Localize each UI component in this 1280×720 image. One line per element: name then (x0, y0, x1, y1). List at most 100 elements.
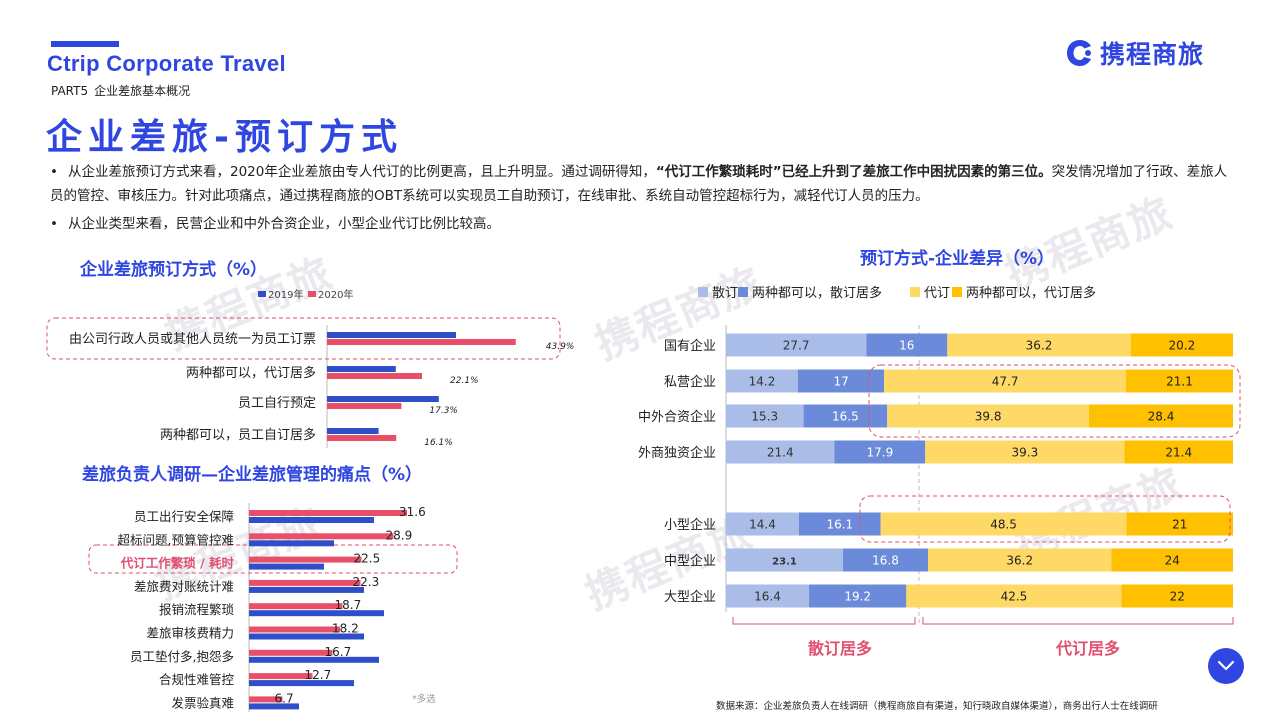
legend-swatch-2019 (258, 291, 266, 297)
bar-2019 (249, 517, 374, 523)
data-label: 18.2 (332, 622, 359, 636)
bar-2019 (249, 540, 334, 547)
data-label: 43.9% (546, 342, 575, 352)
part-number: PART5 (51, 84, 89, 98)
part-label: PART5 企业差旅基本概况 (51, 82, 190, 99)
data-source: 数据来源：企业差旅负责人在线调研（携程商旅自有渠道，知行晓政自媒体渠道），商务出… (716, 701, 1158, 712)
data-label: 16.7 (325, 645, 352, 659)
stack-segment (925, 440, 1125, 464)
category-label: 代订工作繁琐 / 耗时 (120, 556, 235, 571)
segment-label: 21.1 (1166, 375, 1193, 389)
segment-label: 21.4 (767, 446, 794, 460)
bar-2019 (249, 633, 364, 640)
data-label: 22.3 (353, 575, 380, 589)
category-label: 国有企业 (664, 338, 716, 354)
bar-2020 (249, 603, 343, 610)
multi-select-note: *多选 (412, 694, 436, 705)
bar-2019 (327, 428, 379, 434)
legend-swatch (910, 287, 920, 297)
bullet-1-text-b: 突发情况增加了行政、差旅人员的管控、审核压力。针对此项痛点，通过携程商旅的OBT… (50, 164, 1228, 204)
category-label: 由公司行政人员或其他人员统一为员工订票 (69, 332, 316, 347)
legend-label: 散订 (712, 286, 738, 301)
bar-2020 (249, 626, 340, 633)
bracket-daiding (922, 617, 1234, 625)
bullet-1-text-a: 从企业差旅预订方式来看，2020年企业差旅由专人代订的比例更高，且上升明显。通过… (68, 164, 656, 180)
data-label: 22.1% (450, 376, 479, 386)
bar-2020 (249, 649, 333, 656)
chart1-title: 企业差旅预订方式（%） (80, 260, 268, 280)
segment-label: 16.8 (872, 554, 899, 568)
segment-label: 36.2 (1006, 554, 1033, 568)
category-label: 超标问题,预算管控难 (118, 532, 234, 547)
segment-label: 36.2 (1026, 339, 1053, 353)
category-label: 中外合资企业 (638, 409, 716, 425)
chart2-title: 差旅负责人调研—企业差旅管理的痛点（%） (82, 465, 423, 485)
segment-label: 14.4 (749, 518, 776, 532)
category-label: 员工出行安全保障 (134, 509, 234, 524)
segment-label: 22 (1170, 590, 1185, 604)
bar-2020 (249, 510, 407, 516)
data-label: 18.7 (335, 598, 362, 612)
stack-segment (906, 584, 1122, 608)
legend-label-2019: 2019年 (268, 288, 303, 301)
bullet-1-text-bold: “代订工作繁琐耗时”已经上升到了差旅工作中困扰因素的第三位。 (655, 164, 1052, 180)
data-label: 12.7 (305, 668, 332, 682)
stack-segment (880, 512, 1127, 536)
dolphin-logo-icon (1067, 40, 1091, 66)
data-label: 31.6 (399, 505, 426, 519)
bar-2020 (249, 673, 313, 680)
category-label: 差旅费对账统计难 (134, 579, 234, 594)
stack-segment (726, 333, 867, 357)
segment-label: 14.2 (749, 375, 776, 389)
category-label: 差旅审核费精力 (146, 626, 234, 641)
segment-label: 16.5 (832, 410, 859, 424)
stack-segment (843, 548, 929, 572)
category-label: 报销流程繁琐 (159, 602, 235, 617)
bar-2019 (327, 366, 396, 372)
data-label: 17.3% (429, 406, 458, 416)
data-label: 6.7 (275, 691, 294, 705)
legend-swatch-2020 (308, 291, 316, 297)
category-label: 中型企业 (664, 553, 716, 569)
category-label: 员工垫付多,抱怨多 (130, 649, 234, 664)
segment-label: 19.2 (844, 590, 871, 604)
highlight-box (46, 317, 561, 360)
stack-segment (726, 584, 810, 608)
pain-points-chart: 员工出行安全保障 31.6 超标问题,预算管控难 28.9 代订工作繁琐 / 耗时 22.… (88, 503, 458, 712)
legend-swatch (698, 287, 708, 297)
segment-label: 48.5 (990, 518, 1017, 532)
legend-label-2020: 2020年 (318, 288, 353, 301)
stack-segment (726, 512, 800, 536)
segment-label: 39.8 (975, 410, 1002, 424)
data-label: 16.1% (424, 438, 453, 448)
scroll-down-button[interactable] (1208, 648, 1244, 684)
stack-segment (1089, 404, 1233, 428)
bullet-2: • 从企业类型来看，民营企业和中外合资企业，小型企业代订比例比较高。 (50, 216, 500, 232)
stack-segment (947, 333, 1131, 357)
chevron-down-icon (1217, 660, 1235, 671)
bar-2020 (327, 339, 516, 345)
stack-segment (884, 369, 1127, 393)
stack-segment (726, 404, 804, 428)
bar-2019 (249, 656, 379, 663)
data-label: 22.5 (354, 552, 381, 566)
segment-label: 24 (1165, 554, 1180, 568)
stack-segment (1121, 584, 1233, 608)
category-label: 小型企业 (664, 517, 716, 533)
category-label: 合规性难管控 (159, 672, 235, 687)
category-label: 外商独资企业 (638, 445, 716, 461)
category-label: 员工自行预定 (238, 396, 316, 411)
segment-label: 16.4 (754, 590, 781, 604)
bar-2019 (327, 396, 439, 402)
bar-2019 (249, 680, 354, 687)
legend-swatch (952, 287, 962, 297)
bar-2020 (327, 373, 423, 379)
data-label: 28.9 (386, 528, 413, 542)
category-label: 大型企业 (664, 589, 716, 605)
segment-label: 23.1 (772, 557, 797, 568)
segment-label: 15.3 (751, 410, 778, 424)
stack-segment (726, 548, 843, 572)
segment-label: 17 (833, 375, 848, 389)
segment-label: 16 (899, 339, 914, 353)
